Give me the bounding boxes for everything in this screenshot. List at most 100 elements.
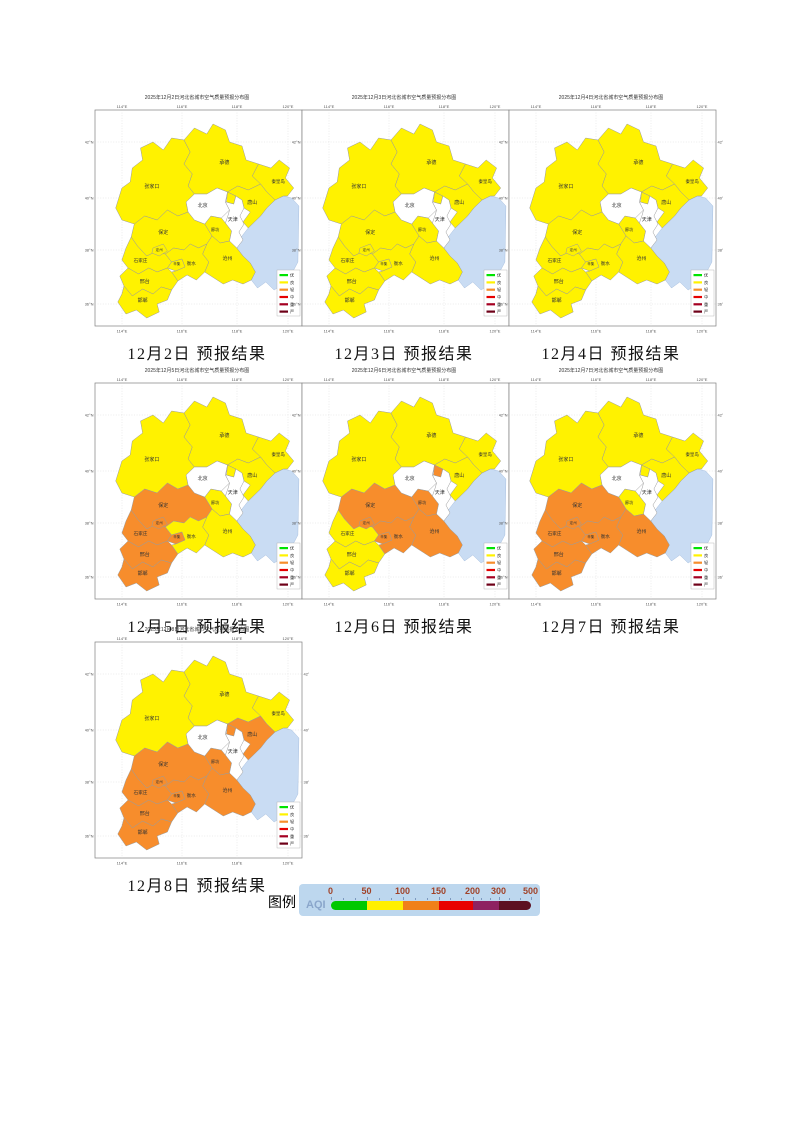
svg-text:40°N: 40°N xyxy=(499,468,508,473)
region-beijing xyxy=(392,460,437,498)
mini-legend-label: 中 xyxy=(290,826,294,833)
svg-text:118°E: 118°E xyxy=(439,104,450,109)
mini-legend-label: 良 xyxy=(290,279,294,286)
svg-text:120°E: 120°E xyxy=(697,377,708,382)
hebei-aqi-map: 114°E 114°E 116°E 116°E 118°E 118°E 120°E 120°E… xyxy=(85,104,309,334)
map-title: 2025年12月6日河北省城市空气质量预报分布图 xyxy=(351,368,457,374)
svg-text:118°E: 118°E xyxy=(439,329,450,334)
region-label-qinhuangdao: 秦皇岛 xyxy=(271,710,285,717)
mini-legend-label: 重 xyxy=(497,301,501,307)
svg-text:118°E: 118°E xyxy=(439,377,450,382)
region-label-cangzhou: 沧州 xyxy=(222,255,232,262)
svg-text:114°E: 114°E xyxy=(117,636,128,641)
region-label-chengde: 承德 xyxy=(426,432,436,439)
aqi-minor-tick xyxy=(390,898,392,900)
region-tianjin xyxy=(432,468,452,522)
svg-text:114°E: 114°E xyxy=(531,602,542,607)
mini-legend-label: 重 xyxy=(497,574,501,580)
region-label-beijing: 北京 xyxy=(198,475,208,482)
svg-text:118°E: 118°E xyxy=(646,377,657,382)
region-label-langfang: 廊坊 xyxy=(418,226,426,233)
region-label-xingtai: 邢台 xyxy=(347,551,357,558)
aqi-minor-tick xyxy=(354,898,356,900)
region-sanhe xyxy=(640,191,651,205)
map-title: 2025年12月4日河北省城市空气质量预报分布图 xyxy=(558,95,664,101)
svg-text:40°N: 40°N xyxy=(292,468,301,473)
mini-legend-swatch xyxy=(693,554,702,557)
mini-legend-label: 良 xyxy=(704,279,708,286)
forecast-map-figure: 2025年12月7日河北省城市空气质量预报分布图 114°E 114°E 116°E 1… xyxy=(499,367,723,637)
mini-legend-swatch xyxy=(693,274,702,277)
region-label-tangshan: 唐山 xyxy=(247,731,257,738)
region-label-beijing: 北京 xyxy=(612,475,622,482)
mini-legend-swatch xyxy=(486,568,495,572)
mini-legend-label: 轻 xyxy=(290,559,294,566)
svg-text:42°N: 42°N xyxy=(718,412,724,417)
svg-text:40°N: 40°N xyxy=(304,727,310,732)
mini-legend-label: 中 xyxy=(704,567,708,574)
mini-legend-swatch xyxy=(693,583,702,586)
svg-text:118°E: 118°E xyxy=(439,602,450,607)
region-label-tangshan: 唐山 xyxy=(454,199,464,206)
region-label-baoding: 保定 xyxy=(158,502,168,509)
svg-text:42°N: 42°N xyxy=(499,139,508,144)
svg-text:116°E: 116°E xyxy=(177,329,188,334)
mini-legend-label: 轻 xyxy=(290,286,294,293)
mini-legend-label: 轻 xyxy=(290,818,294,825)
mini-legend-label: 重 xyxy=(290,833,294,839)
forecast-map-figure: 2025年12月2日河北省城市空气质量预报分布图 114°E 114°E 116°E 1… xyxy=(85,94,309,364)
svg-text:38°N: 38°N xyxy=(85,247,94,252)
mini-legend-label: 优 xyxy=(704,545,708,552)
mini-legend-swatch xyxy=(279,288,288,291)
map-caption: 12月4日 预报结果 xyxy=(541,346,681,363)
svg-text:114°E: 114°E xyxy=(117,861,128,866)
aqi-minor-tick xyxy=(519,898,521,900)
mini-legend-label: 良 xyxy=(497,552,501,559)
mini-legend-label: 良 xyxy=(290,811,294,818)
mini-legend-swatch xyxy=(486,303,495,306)
region-tianjin xyxy=(639,195,659,249)
region-label-hengshui: 衡水 xyxy=(601,260,611,267)
svg-text:114°E: 114°E xyxy=(531,329,542,334)
region-beijing xyxy=(185,719,230,757)
region-label-tianjin: 天津 xyxy=(642,489,652,496)
aqi-bar-segment xyxy=(330,901,367,910)
svg-text:40°N: 40°N xyxy=(85,195,94,200)
mini-legend-swatch xyxy=(279,274,288,277)
mini-legend-label: 严 xyxy=(290,582,294,588)
forecast-map-figure: 2025年12月8日河北省城市空气质量预报分布图 114°E 114°E 116°E 1… xyxy=(85,626,309,896)
region-handan xyxy=(324,558,379,592)
svg-text:116°E: 116°E xyxy=(177,602,188,607)
mini-legend-swatch xyxy=(486,310,495,313)
svg-text:36°N: 36°N xyxy=(85,833,94,838)
mini-legend-swatch xyxy=(693,310,702,313)
region-label-cangzhou: 沧州 xyxy=(636,528,646,535)
aqi-tick-mark xyxy=(366,897,368,900)
region-label-dingzhou: 定州 xyxy=(363,520,371,525)
region-label-xinji: 辛集 xyxy=(173,261,181,266)
mini-legend-label: 中 xyxy=(290,294,294,301)
region-label-tianjin: 天津 xyxy=(435,216,445,223)
region-handan xyxy=(531,285,586,319)
region-label-shijiazhuang: 石家庄 xyxy=(341,257,355,264)
mini-legend-swatch xyxy=(279,568,288,572)
svg-text:116°E: 116°E xyxy=(591,104,602,109)
svg-text:38°N: 38°N xyxy=(499,247,508,252)
svg-text:118°E: 118°E xyxy=(232,377,243,382)
region-label-baoding: 保定 xyxy=(365,229,375,236)
region-label-shijiazhuang: 石家庄 xyxy=(134,789,148,796)
svg-text:116°E: 116°E xyxy=(177,636,188,641)
aqi-tick-label: 50 xyxy=(361,886,372,896)
region-label-langfang: 廊坊 xyxy=(625,499,633,506)
region-label-chengde: 承德 xyxy=(426,159,436,166)
forecast-map-figure: 2025年12月3日河北省城市空气质量预报分布图 114°E 114°E 116°E 1… xyxy=(292,94,516,364)
region-label-xingtai: 邢台 xyxy=(140,810,150,817)
svg-text:114°E: 114°E xyxy=(324,602,335,607)
map-title: 2025年12月7日河北省城市空气质量预报分布图 xyxy=(558,368,664,374)
mini-legend-swatch xyxy=(693,303,702,306)
mini-legend-swatch xyxy=(279,310,288,313)
mini-legend-swatch xyxy=(279,576,288,579)
svg-text:120°E: 120°E xyxy=(697,329,708,334)
forecast-map-figure: 2025年12月5日河北省城市空气质量预报分布图 114°E 114°E 116°E 1… xyxy=(85,367,309,637)
